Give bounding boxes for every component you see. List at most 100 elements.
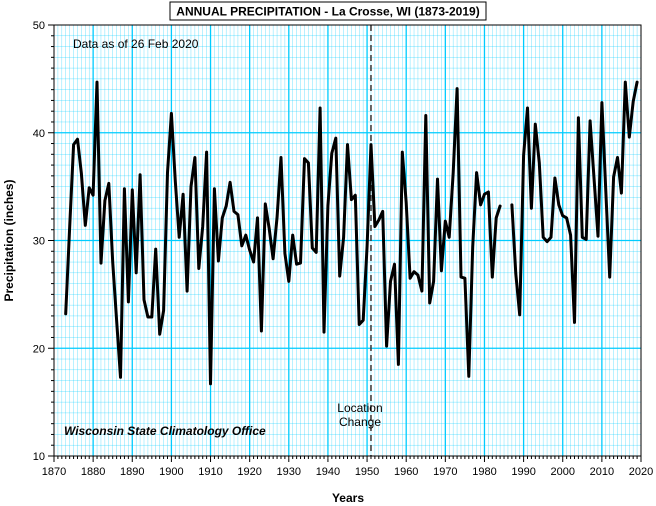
x-tick-label: 1880 xyxy=(81,466,105,478)
data-point xyxy=(260,330,263,332)
data-point xyxy=(393,263,396,265)
data-note: Data as of 26 Feb 2020 xyxy=(73,37,199,51)
data-point xyxy=(155,248,157,250)
data-point xyxy=(389,280,392,283)
data-point xyxy=(127,301,129,303)
data-point xyxy=(581,236,583,238)
data-point xyxy=(382,210,384,213)
precipitation-series xyxy=(64,80,639,386)
data-point xyxy=(112,261,114,263)
data-point xyxy=(221,217,223,219)
data-point xyxy=(562,215,564,217)
x-axis-title: Years xyxy=(332,491,364,505)
data-point xyxy=(534,123,536,125)
data-point xyxy=(601,101,603,104)
chart-title: ANNUAL PRECIPITATION - La Crosse, WI (18… xyxy=(176,5,479,19)
data-point xyxy=(182,193,184,195)
data-point xyxy=(636,81,638,83)
data-point xyxy=(616,156,619,159)
data-point xyxy=(597,235,599,237)
series-line-segment xyxy=(64,80,502,386)
data-point xyxy=(319,107,321,109)
data-point xyxy=(436,178,439,180)
data-point xyxy=(460,276,462,278)
x-tick-label: 1980 xyxy=(472,466,496,478)
data-point xyxy=(362,319,364,321)
data-point xyxy=(229,181,231,183)
data-point xyxy=(104,200,106,202)
data-point xyxy=(323,331,325,333)
data-point xyxy=(139,174,141,176)
data-point xyxy=(198,267,200,270)
data-point xyxy=(515,273,517,275)
data-point xyxy=(315,251,317,253)
chart-title-box xyxy=(169,1,487,21)
data-point xyxy=(119,376,122,378)
data-point xyxy=(88,187,90,189)
data-point xyxy=(432,280,435,283)
data-point xyxy=(558,204,560,206)
data-point xyxy=(131,189,133,191)
location-change-label-line2: Change xyxy=(339,415,381,429)
x-tick-label: 1910 xyxy=(198,466,222,478)
data-point xyxy=(249,249,251,251)
data-point xyxy=(159,333,161,335)
y-tick-label: 20 xyxy=(33,343,45,355)
data-point xyxy=(609,276,611,278)
data-point xyxy=(331,152,333,154)
data-point xyxy=(585,238,587,241)
data-point xyxy=(225,205,227,207)
data-point xyxy=(233,210,235,213)
x-tick-label: 1950 xyxy=(355,466,379,478)
x-tick-labels: 1870 1880 1890 1900 1910 1920 1930 1940 1950 1960… xyxy=(42,466,653,478)
data-point xyxy=(96,81,98,83)
data-point xyxy=(342,236,345,238)
data-point xyxy=(523,154,525,156)
data-point xyxy=(151,316,153,318)
data-point xyxy=(143,299,145,301)
data-point xyxy=(632,100,634,103)
data-point xyxy=(487,191,489,193)
data-point xyxy=(284,252,286,255)
data-point xyxy=(264,203,266,205)
y-tick-labels: 10 20 30 40 50 xyxy=(33,20,45,463)
x-tick-label: 1920 xyxy=(237,466,261,478)
data-point xyxy=(386,345,388,347)
data-point xyxy=(327,205,329,207)
data-point xyxy=(479,204,482,206)
data-point xyxy=(378,219,380,221)
data-point xyxy=(472,246,474,248)
data-point xyxy=(589,120,591,122)
data-point xyxy=(256,217,259,219)
y-tick-label: 30 xyxy=(33,236,45,248)
data-point xyxy=(491,276,493,278)
data-point xyxy=(296,263,298,265)
data-point xyxy=(213,188,216,190)
data-point xyxy=(370,144,372,146)
data-point xyxy=(190,186,192,188)
data-point xyxy=(288,280,290,283)
data-point xyxy=(429,302,431,304)
data-point xyxy=(425,114,427,117)
data-point xyxy=(217,260,219,262)
data-point xyxy=(624,81,626,83)
data-point xyxy=(178,236,180,238)
credit-label: Wisconsin State Climatology Office xyxy=(64,424,266,438)
data-point xyxy=(554,177,556,179)
y-tick-label: 10 xyxy=(33,451,45,463)
data-point xyxy=(628,136,630,138)
data-point xyxy=(468,375,470,377)
data-point xyxy=(538,162,540,164)
data-point xyxy=(374,225,376,228)
x-tick-label: 1900 xyxy=(159,466,183,478)
data-point xyxy=(573,321,576,323)
data-point xyxy=(299,262,302,264)
data-point xyxy=(566,217,568,219)
data-point xyxy=(162,309,165,312)
data-point xyxy=(241,245,243,247)
data-point xyxy=(530,207,533,209)
data-point xyxy=(444,220,446,222)
data-point xyxy=(206,151,208,153)
data-point xyxy=(550,236,552,238)
